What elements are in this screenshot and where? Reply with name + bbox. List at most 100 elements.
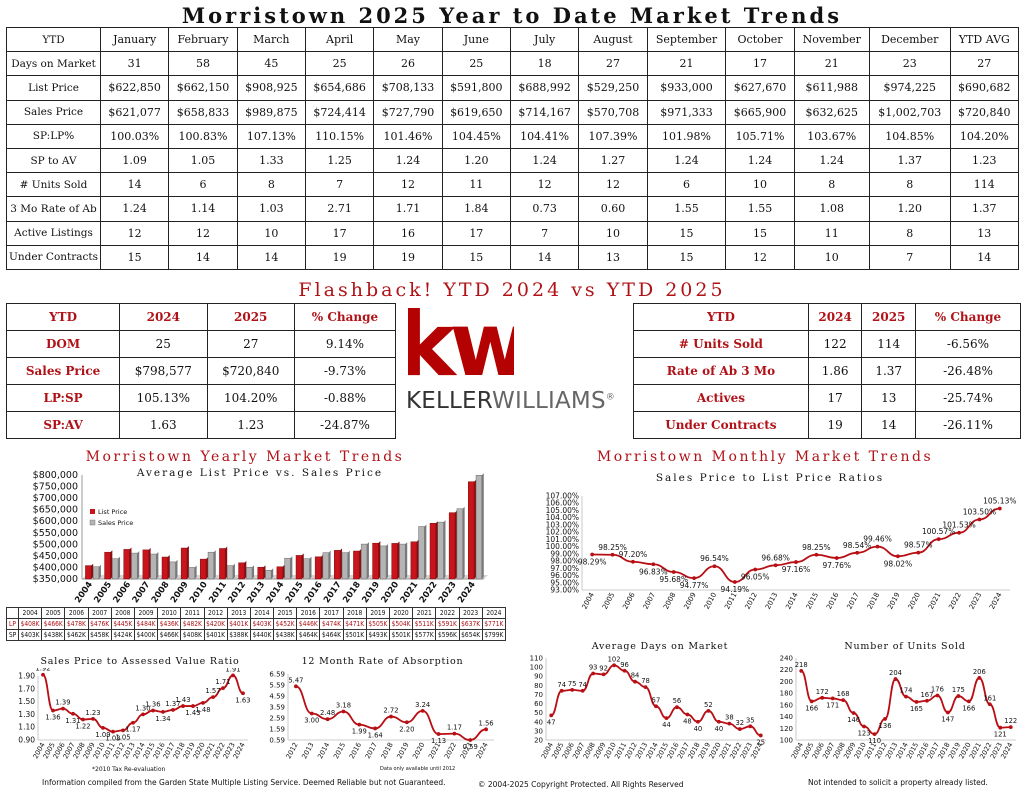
bar-sales-price (399, 543, 406, 580)
table-cell: 21 (646, 51, 727, 77)
table-cell: $619,650 (441, 99, 511, 125)
data-label: 99.46% (863, 535, 892, 544)
header-cell: February (168, 26, 238, 53)
y-tick-label: 97.00% (550, 564, 579, 573)
x-tick-label: 2013 (246, 580, 268, 605)
data-point (591, 671, 596, 676)
data-point (896, 554, 900, 559)
data-point (814, 552, 819, 557)
table-cell: $611,988 (793, 75, 870, 101)
data-label: 95.68% (659, 575, 688, 584)
data-label: 1.17 (447, 724, 462, 732)
data-label: 122 (1004, 717, 1017, 725)
data-point (633, 679, 637, 684)
legend-label-sales: Sales Price (98, 519, 133, 527)
lp-row: LP $408K $466K $478K $476K $445K $484K $436K $48… (6, 618, 507, 630)
sp-cell: $464K (319, 629, 344, 641)
table-cell: 19 (373, 244, 443, 270)
data-point (654, 704, 658, 709)
lp-cell: $476K (87, 618, 112, 630)
data-point (549, 713, 554, 718)
sp-cell: $388K (226, 629, 251, 641)
data-point (341, 709, 346, 714)
y-tick-label: $550,000 (33, 528, 78, 539)
table-cell: 11 (441, 172, 511, 198)
table-cell: 12 (100, 220, 170, 246)
sp-cell: $424K (110, 629, 135, 641)
data-point (643, 685, 648, 690)
bar-list-price-side (167, 555, 170, 579)
y-tick-label: 99.00% (550, 549, 579, 558)
table-cell: 12 (373, 172, 443, 198)
table-cell: 1.05 (168, 147, 238, 174)
data-label: 1.71 (215, 678, 230, 686)
y-tick-label: 200 (780, 678, 793, 686)
table-cell: 15 (646, 244, 727, 270)
table-cell: 1.24 (793, 147, 870, 174)
y-tick-label: 3.59 (269, 704, 285, 712)
table-cell: 1.24 (373, 147, 443, 174)
lp-cell: $771K (481, 618, 507, 630)
bar-sales-price (303, 558, 310, 580)
row-label: SP:LP% (5, 123, 102, 149)
bar-sales-price (131, 552, 138, 580)
table-cell: 10 (578, 220, 648, 246)
data-point (81, 717, 85, 722)
x-tick-label: 2015 (332, 741, 347, 760)
data-label: 96.05% (741, 573, 770, 582)
year-cell: 2011 (180, 607, 205, 619)
table-cell: 114 (949, 172, 1020, 198)
data-label: 97.16% (782, 565, 811, 574)
data-point (914, 700, 919, 704)
data-label: 1.64 (368, 731, 383, 739)
x-tick-label: 2006 (621, 591, 637, 611)
bar-list-price-side (206, 557, 209, 579)
table-cell: 101.98% (646, 123, 727, 149)
compare-row: Rate of Ab 3 Mo 1.86 1.37 -26.48% (633, 357, 1021, 385)
data-point (468, 738, 473, 742)
trademark: ® (605, 392, 615, 403)
x-tick-label: 2012 (226, 580, 248, 605)
bar-sales-price-side (386, 543, 389, 579)
table-cell: $714,167 (509, 99, 580, 125)
compare-cell: 9.14% (293, 330, 397, 358)
table-cell: $622,850 (100, 75, 170, 101)
compare-row: SP:AV 1.63 1.23 -24.87% (5, 411, 397, 439)
compare-header-cell: YTD (5, 303, 121, 331)
data-point (622, 668, 627, 673)
bar-sales-price-side (252, 565, 255, 579)
data-label: 93 (589, 663, 598, 671)
data-point (712, 564, 717, 569)
table-cell: 1.24 (100, 196, 170, 222)
table-cell: 23 (868, 51, 951, 77)
x-tick-label: 2020 (907, 591, 922, 610)
table-row: # Units Sold 14 6 8 7 12 11 12 12 6 10 8 8 114 (5, 172, 1020, 198)
compare-header-cell: YTD (633, 303, 809, 331)
data-label: 40 (715, 725, 724, 733)
year-cell: 2013 (226, 607, 251, 619)
data-label: 3.24 (415, 701, 430, 709)
data-point (484, 727, 488, 732)
data-point (357, 722, 362, 727)
lp-cell: $637K (458, 618, 483, 630)
data-label: 5.47 (288, 676, 303, 684)
x-tick-label: 2024 (988, 591, 1004, 611)
data-point (161, 709, 165, 714)
compare-cell: -0.88% (293, 384, 397, 412)
x-tick-label: 2016 (303, 580, 325, 605)
data-point (794, 560, 798, 564)
monthly-stats-table: YTD January February March April May June July A… (5, 26, 1020, 270)
lp-sp-year-row: 2004 2005 2006 2007 2008 2009 2010 2011 2012 2013… (6, 607, 507, 619)
data-point (706, 708, 711, 713)
x-tick-label: 2021 (399, 580, 421, 605)
x-tick-label: 2014 (265, 580, 287, 605)
table-cell: 2.71 (304, 196, 375, 222)
compare-cell: -6.56% (915, 330, 1021, 358)
y-tick-label: 103.00% (546, 520, 579, 529)
bar-list-price-side (129, 547, 132, 579)
year-cell: 2020 (388, 607, 414, 619)
table-cell: 105.71% (725, 123, 795, 149)
data-label: 1.23 (85, 709, 100, 717)
bar-list-price (353, 550, 360, 580)
data-point (716, 719, 721, 724)
